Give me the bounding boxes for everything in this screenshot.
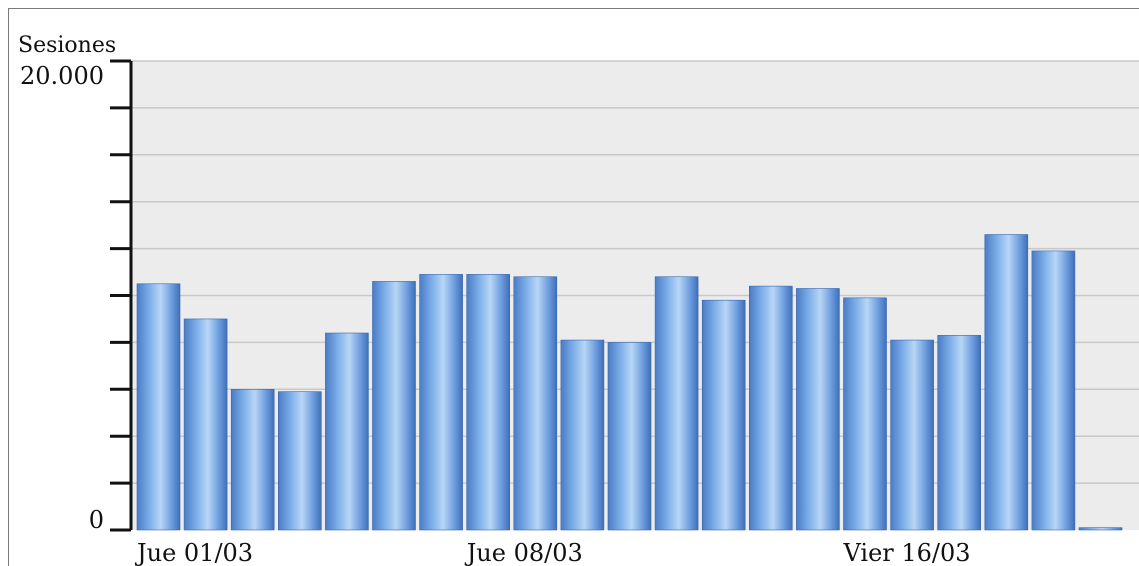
y-axis	[110, 59, 133, 532]
bar	[1031, 250, 1076, 531]
bar	[419, 274, 463, 531]
bar	[890, 339, 934, 531]
x-tick-label: Jue 08/03	[464, 539, 583, 566]
bar	[230, 388, 275, 531]
y-axis-title: Sesiones	[18, 33, 116, 58]
bar	[843, 297, 887, 531]
x-tick-labels: Jue 01/03 Jue 08/03 Vier 16/03	[134, 539, 971, 566]
bar	[984, 234, 1029, 531]
chart-frame	[8, 8, 1139, 566]
bar	[466, 274, 511, 531]
bar	[325, 332, 369, 531]
bar	[183, 318, 228, 531]
bar	[748, 285, 793, 531]
bar	[796, 288, 840, 531]
x-tick-label: Vier 16/03	[843, 539, 971, 566]
bars	[136, 234, 1123, 531]
bar	[607, 342, 652, 531]
y-tick-labels: 20.000 0	[20, 62, 104, 534]
bar	[701, 299, 746, 531]
bar	[513, 276, 558, 531]
bar	[1078, 527, 1123, 531]
bar	[277, 391, 322, 531]
y-tick-label: 0	[89, 506, 104, 534]
y-tick-label: 20.000	[20, 62, 104, 90]
bar	[136, 283, 181, 531]
bar	[654, 276, 699, 531]
bar	[560, 339, 605, 531]
bar	[937, 335, 982, 531]
bar	[372, 281, 416, 531]
x-tick-label: Jue 01/03	[134, 539, 253, 566]
